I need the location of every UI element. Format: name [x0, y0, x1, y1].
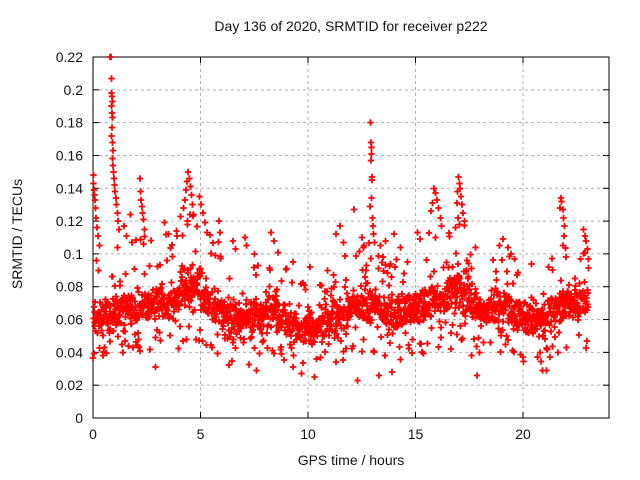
y-tick-label: 0.06	[56, 312, 83, 328]
x-axis-label: GPS time / hours	[298, 452, 405, 468]
x-tick-label: 5	[197, 426, 205, 442]
y-tick-label: 0.12	[56, 213, 83, 229]
gridlines	[93, 57, 609, 418]
axis-ticks	[92, 56, 609, 419]
scatter-points	[89, 53, 592, 384]
y-tick-label: 0.18	[56, 115, 83, 131]
y-tick-label: 0	[75, 410, 83, 426]
x-tick-label: 20	[515, 426, 531, 442]
y-tick-label: 0.2	[64, 82, 84, 98]
y-tick-label: 0.22	[56, 49, 83, 65]
y-tick-label: 0.1	[64, 246, 84, 262]
y-tick-label: 0.14	[56, 180, 83, 196]
x-tick-label: 10	[300, 426, 316, 442]
y-tick-label: 0.02	[56, 377, 83, 393]
x-tick-label: 0	[89, 426, 97, 442]
axis-tick-labels: 0 5 10 15 20 0 0.02 0.04 0.06 0.08 0.1 0.12 0.14 0.16…	[56, 49, 531, 442]
y-tick-label: 0.04	[56, 344, 83, 360]
y-tick-label: 0.08	[56, 279, 83, 295]
chart-title: Day 136 of 2020, SRMTID for receiver p22…	[214, 18, 487, 34]
x-tick-label: 15	[408, 426, 424, 442]
plot-frame	[92, 56, 610, 419]
y-axis-label: SRMTID / TECUs	[9, 179, 25, 289]
y-tick-label: 0.16	[56, 147, 83, 163]
